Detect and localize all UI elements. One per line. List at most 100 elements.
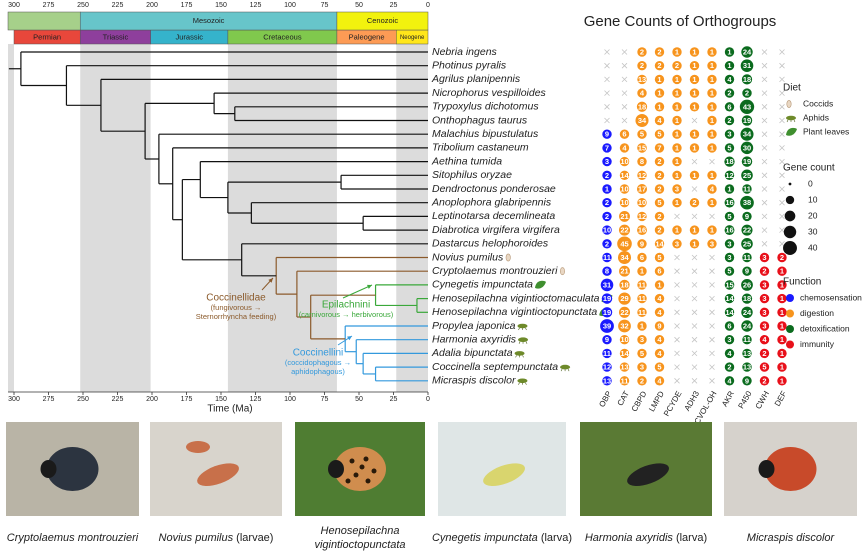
count-dot bbox=[636, 101, 648, 112]
species-label: Propylea japonica bbox=[432, 320, 516, 332]
spot bbox=[359, 464, 365, 470]
count-dot bbox=[724, 143, 735, 153]
absent-cross bbox=[709, 268, 715, 274]
count-label: 1 bbox=[675, 171, 679, 180]
count-dot bbox=[724, 211, 735, 222]
count-dot bbox=[777, 293, 787, 304]
count-dot bbox=[654, 115, 665, 126]
absent-cross bbox=[691, 158, 698, 165]
count-dot bbox=[707, 47, 717, 57]
legend-title: Gene count bbox=[783, 163, 835, 174]
count-dot bbox=[654, 184, 665, 194]
count-label: 5 bbox=[727, 267, 731, 276]
absent-cross bbox=[674, 268, 680, 274]
count-label: 1 bbox=[727, 184, 731, 193]
count-dot bbox=[637, 307, 647, 317]
count-label: 31 bbox=[743, 61, 751, 70]
caption-note: (larvae) bbox=[233, 532, 273, 544]
count-dot bbox=[707, 170, 717, 180]
count-label: 38 bbox=[743, 198, 751, 207]
count-label: 4 bbox=[727, 376, 732, 385]
count-label: 9 bbox=[605, 130, 609, 139]
absent-cross bbox=[761, 241, 768, 247]
count-label: 1 bbox=[675, 89, 679, 98]
count-dot bbox=[707, 184, 717, 194]
count-label: 2 bbox=[605, 198, 609, 207]
count-dot bbox=[672, 156, 682, 167]
count-label: 1 bbox=[710, 226, 714, 235]
x-tick-label: 50 bbox=[355, 396, 363, 403]
caption-note: (larva) bbox=[673, 532, 707, 544]
count-label: 18 bbox=[638, 102, 646, 111]
clade-note: (coccidophagous → bbox=[285, 358, 351, 367]
count-dot bbox=[759, 348, 770, 359]
count-dot bbox=[654, 102, 665, 112]
count-dot bbox=[741, 320, 753, 332]
count-label: 14 bbox=[725, 308, 734, 317]
photo-caption: Novius pumilus (larvae) bbox=[159, 532, 274, 544]
species-label: Novius pumilus bbox=[432, 251, 504, 263]
count-label: 12 bbox=[603, 363, 611, 372]
count-label: 2 bbox=[727, 363, 731, 372]
count-dot bbox=[741, 156, 753, 167]
count-dot bbox=[600, 278, 614, 292]
caption-species: Novius pumilus bbox=[159, 532, 234, 544]
count-label: 3 bbox=[640, 363, 644, 372]
count-dot bbox=[672, 129, 682, 139]
count-dot bbox=[672, 198, 682, 208]
x-tick-label-top: 75 bbox=[321, 2, 329, 9]
count-label: 3 bbox=[762, 294, 766, 303]
absent-cross bbox=[709, 336, 715, 343]
absent-cross bbox=[691, 254, 698, 261]
count-label: 6 bbox=[640, 253, 644, 262]
count-dot bbox=[689, 102, 700, 112]
count-dot bbox=[777, 252, 787, 263]
absent-cross bbox=[761, 213, 768, 220]
count-label: 11 bbox=[638, 280, 646, 289]
species-label: Aethina tumida bbox=[431, 155, 502, 167]
absent-cross bbox=[674, 336, 680, 343]
count-dot bbox=[636, 183, 648, 195]
count-label: 2 bbox=[727, 116, 731, 125]
count-label: 1 bbox=[692, 89, 696, 98]
count-dot bbox=[619, 143, 630, 153]
absent-cross bbox=[761, 186, 768, 192]
spot bbox=[349, 458, 355, 464]
count-dot bbox=[637, 129, 647, 139]
absent-cross bbox=[761, 158, 768, 165]
count-label: 18 bbox=[725, 157, 733, 166]
species-label: Henosepilachna vigintioctomaculata bbox=[432, 292, 600, 304]
count-label: 25 bbox=[743, 171, 751, 180]
period-label: Triassic bbox=[103, 32, 129, 41]
aphid-icon bbox=[786, 115, 796, 121]
count-dot bbox=[724, 225, 735, 236]
count-dot bbox=[759, 280, 770, 290]
x-tick-label: 125 bbox=[250, 396, 262, 403]
count-label: 2 bbox=[745, 89, 749, 98]
photo-caption: Cynegetis impunctata (larva) bbox=[432, 532, 572, 544]
absent-cross bbox=[761, 117, 768, 124]
count-label: 4 bbox=[657, 335, 662, 344]
spot bbox=[365, 478, 371, 484]
insect bbox=[197, 463, 239, 486]
count-label: 2 bbox=[762, 376, 766, 385]
count-label: 1 bbox=[727, 61, 731, 70]
count-dot bbox=[654, 321, 665, 331]
count-label: 2 bbox=[605, 239, 609, 248]
size-key bbox=[783, 225, 797, 239]
caption-species: Micraspis discolor bbox=[747, 532, 836, 544]
caption-species: Cryptolaemus montrouzieri bbox=[7, 532, 139, 544]
count-label: 3 bbox=[640, 335, 644, 344]
count-dot bbox=[741, 169, 753, 182]
absent-cross bbox=[674, 323, 680, 329]
count-dot bbox=[637, 170, 647, 180]
absent-cross bbox=[691, 295, 698, 302]
count-dot bbox=[707, 115, 717, 126]
clade-name: Epilachnini bbox=[322, 300, 370, 311]
size-key bbox=[788, 182, 792, 186]
absent-cross bbox=[691, 378, 698, 384]
count-label: 2 bbox=[675, 61, 679, 70]
species-label: Dastarcus helophoroides bbox=[432, 238, 549, 250]
absent-cross bbox=[709, 158, 715, 165]
absent-cross bbox=[621, 62, 628, 69]
